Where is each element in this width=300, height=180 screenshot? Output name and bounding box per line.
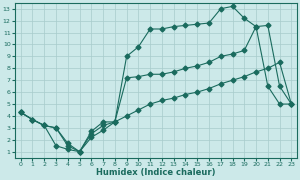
X-axis label: Humidex (Indice chaleur): Humidex (Indice chaleur) [96,168,216,177]
